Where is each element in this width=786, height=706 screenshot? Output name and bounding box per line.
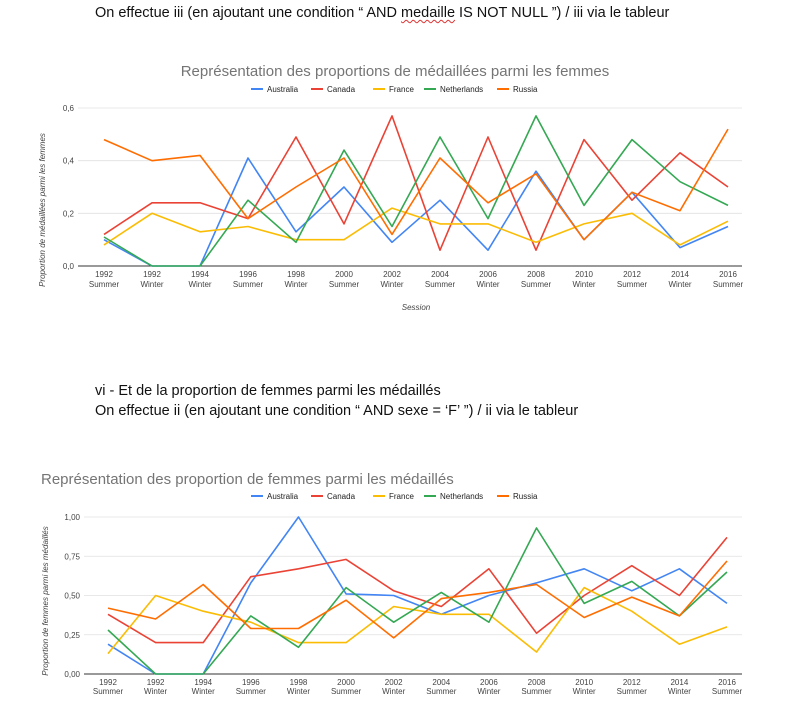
- chart2-y-tick-label: 0,50: [64, 592, 80, 601]
- chart2-y-tick-label: 0,25: [64, 631, 80, 640]
- chart1-x-tick-year: 1992: [95, 270, 113, 279]
- chart2-y-tick-label: 0,75: [64, 552, 80, 561]
- para1-misspelled-word: medaille: [401, 5, 456, 21]
- chart1-title: Représentation des proportions de médail…: [181, 63, 610, 80]
- chart2-x-tick-year: 2008: [528, 678, 546, 687]
- chart1-series-line-netherlands: [103, 115, 729, 267]
- chart1-legend-label-canada: Canada: [327, 85, 356, 94]
- chart1-x-tick-season: Winter: [284, 280, 307, 289]
- chart2-x-tick-year: 2014: [670, 678, 688, 687]
- chart1-x-tick-season: Winter: [476, 280, 499, 289]
- chart1-x-tick-season: Summer: [233, 280, 264, 289]
- chart2-x-tick-season: Winter: [144, 687, 167, 696]
- chart2-legend-label-russia: Russia: [513, 492, 538, 501]
- chart2-y-tick-label: 0,00: [64, 670, 80, 679]
- chart2-x-tick-year: 2012: [623, 678, 641, 687]
- chart1-x-tick-year: 2008: [527, 270, 545, 279]
- chart2-x-tick-year: 1996: [242, 678, 260, 687]
- chart2-x-tick-season: Summer: [617, 687, 648, 696]
- chart2-legend-label-canada: Canada: [327, 492, 356, 501]
- chart2-x-tick-season: Winter: [287, 687, 310, 696]
- chart1-x-tick-season: Summer: [617, 280, 648, 289]
- chart1-y-tick-label: 0,4: [63, 157, 75, 166]
- paragraph-section-vi: vi - Et de la proportion de femmes parmi…: [95, 381, 735, 421]
- chart1-x-tick-season: Winter: [140, 280, 163, 289]
- chart1-y-tick-label: 0,0: [63, 262, 75, 271]
- chart2-x-tick-year: 2000: [337, 678, 355, 687]
- chart1-x-tick-year: 2002: [383, 270, 401, 279]
- chart1-x-tick-year: 2006: [479, 270, 497, 279]
- chart2-x-tick-year: 2016: [718, 678, 736, 687]
- chart2-x-tick-year: 2010: [575, 678, 593, 687]
- chart2-series-line-russia: [107, 560, 728, 639]
- chart1-legend-label-australia: Australia: [267, 85, 299, 94]
- chart1-x-tick-year: 1992: [143, 270, 161, 279]
- chart2-x-tick-year: 1992: [147, 678, 165, 687]
- chart2-x-tick-year: 2002: [385, 678, 403, 687]
- chart2-x-tick-year: 1992: [99, 678, 117, 687]
- chart1-x-tick-year: 1994: [191, 270, 209, 279]
- chart1-legend-label-france: France: [389, 85, 414, 94]
- chart1-x-tick-year: 1998: [287, 270, 305, 279]
- chart2-x-tick-season: Summer: [93, 687, 124, 696]
- chart2-legend-label-australia: Australia: [267, 492, 299, 501]
- chart2-x-tick-season: Summer: [331, 687, 362, 696]
- chart1-x-tick-year: 2016: [719, 270, 737, 279]
- para1-text-before: On effectue iii (en ajoutant une conditi…: [95, 5, 402, 21]
- chart2-x-tick-year: 2006: [480, 678, 498, 687]
- chart1-x-tick-season: Summer: [329, 280, 360, 289]
- para1-text-after: IS NOT NULL ”) / iii via le tableur: [455, 5, 670, 21]
- chart2-y-tick-label: 1,00: [64, 513, 80, 522]
- chart2-x-tick-season: Winter: [668, 687, 691, 696]
- chart2-x-tick-season: Summer: [236, 687, 267, 696]
- chart1-x-tick-year: 1996: [239, 270, 257, 279]
- chart2-x-tick-season: Winter: [477, 687, 500, 696]
- chart1-x-tick-year: 2012: [623, 270, 641, 279]
- para2-body: On effectue ii (en ajoutant une conditio…: [95, 403, 579, 419]
- chart1-series-line-canada: [103, 115, 729, 251]
- chart1-x-tick-season: Winter: [668, 280, 691, 289]
- chart1-x-tick-season: Winter: [572, 280, 595, 289]
- chart2-series-line-canada: [107, 536, 728, 644]
- chart1-x-tick-season: Summer: [713, 280, 744, 289]
- chart2-series-line-france: [107, 586, 728, 655]
- para2-heading: vi - Et de la proportion de femmes parmi…: [95, 383, 441, 399]
- chart1-legend-label-netherlands: Netherlands: [440, 85, 483, 94]
- chart1-x-tick-season: Winter: [188, 280, 211, 289]
- chart2-legend-label-netherlands: Netherlands: [440, 492, 483, 501]
- chart2-series-line-netherlands: [107, 527, 728, 675]
- chart1-x-axis-title: Session: [402, 303, 431, 312]
- chart1-x-tick-year: 2004: [431, 270, 449, 279]
- chart1-legend-label-russia: Russia: [513, 85, 538, 94]
- chart1-series-line-france: [103, 207, 729, 246]
- chart1-y-axis-title: Proportion de médaillées parmi les femme…: [38, 133, 47, 287]
- chart1-x-tick-year: 2014: [671, 270, 689, 279]
- chart2-x-tick-season: Summer: [712, 687, 743, 696]
- chart1-series-line-australia: [103, 157, 729, 267]
- chart1-x-tick-season: Winter: [380, 280, 403, 289]
- chart2-legend-label-france: France: [389, 492, 414, 501]
- chart1-x-tick-season: Summer: [425, 280, 456, 289]
- chart2-title: Représentation des proportion de femmes …: [41, 471, 454, 488]
- chart1-series-line-russia: [103, 128, 729, 241]
- chart2-x-tick-season: Winter: [382, 687, 405, 696]
- chart2-x-tick-season: Summer: [521, 687, 552, 696]
- chart1-x-tick-year: 2000: [335, 270, 353, 279]
- paragraph-query-iii: On effectue iii (en ajoutant une conditi…: [95, 3, 735, 23]
- chart2-y-axis-title: Proportion de femmes parmi les médaillés: [41, 526, 50, 675]
- chart1-x-tick-season: Summer: [521, 280, 552, 289]
- chart1-y-tick-label: 0,6: [63, 104, 75, 113]
- chart1-y-tick-label: 0,2: [63, 209, 75, 218]
- chart2-x-tick-season: Summer: [426, 687, 457, 696]
- chart2-x-tick-season: Winter: [573, 687, 596, 696]
- chart2-x-tick-year: 1998: [290, 678, 308, 687]
- chart2-x-tick-year: 1994: [194, 678, 212, 687]
- chart2-x-tick-year: 2004: [432, 678, 450, 687]
- chart2-series-line-australia: [107, 516, 728, 675]
- chart1-x-tick-season: Summer: [89, 280, 120, 289]
- chart1-x-tick-year: 2010: [575, 270, 593, 279]
- chart2-x-tick-season: Winter: [192, 687, 215, 696]
